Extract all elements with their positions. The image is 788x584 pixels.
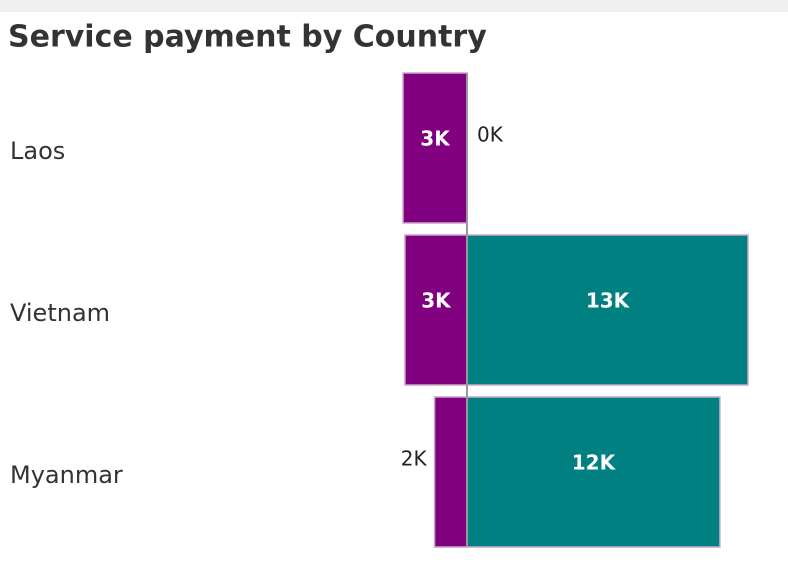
bar bbox=[404, 234, 468, 386]
category-label: Vietnam bbox=[10, 299, 110, 327]
data-label: 3K bbox=[421, 289, 452, 313]
category-label: Myanmar bbox=[10, 461, 123, 489]
chart-title: Service payment by Country bbox=[8, 20, 487, 55]
data-label: 3K bbox=[420, 127, 451, 151]
category-label: Laos bbox=[10, 137, 65, 165]
data-label: 2K bbox=[401, 447, 428, 471]
data-label: 13K bbox=[586, 289, 631, 313]
top-band bbox=[0, 0, 788, 12]
bar bbox=[402, 72, 468, 224]
data-label: 12K bbox=[572, 451, 617, 475]
data-label: 0K bbox=[477, 123, 504, 147]
bar bbox=[433, 396, 468, 548]
bar bbox=[466, 234, 749, 386]
bar bbox=[466, 396, 721, 548]
